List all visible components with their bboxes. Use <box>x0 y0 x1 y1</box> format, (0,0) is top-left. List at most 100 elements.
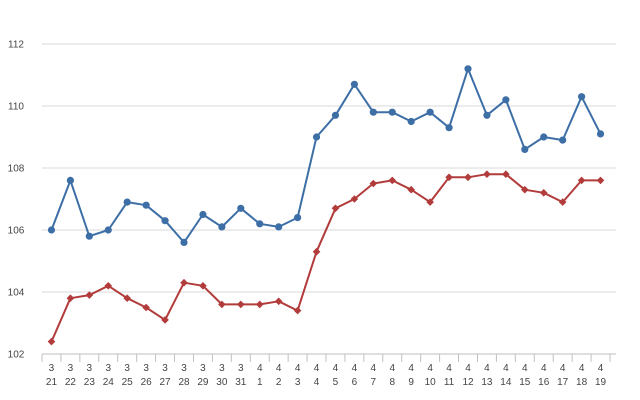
x-tick-label-day: 11 <box>444 377 455 388</box>
series-2-point <box>502 170 510 178</box>
series-2-point <box>464 173 472 182</box>
x-tick-label-day: 8 <box>389 377 395 388</box>
series-1-point <box>464 65 472 73</box>
series-1-point <box>294 214 302 222</box>
series-2-point <box>521 185 529 194</box>
series-1-point <box>180 238 188 246</box>
x-tick-label-day: 21 <box>46 377 58 388</box>
x-tick-label-month: 4 <box>352 363 358 374</box>
x-tick-label-month: 4 <box>522 363 528 374</box>
series-2-point <box>161 316 169 324</box>
series-2-point <box>312 247 321 256</box>
series-1-point <box>426 108 434 116</box>
series-1-point <box>237 204 245 212</box>
series-1-point <box>578 93 586 101</box>
x-tick-label-day: 24 <box>103 377 115 388</box>
x-tick-label-month: 4 <box>484 363 490 374</box>
series-1-point <box>256 220 264 228</box>
x-tick-label-day: 4 <box>314 377 320 388</box>
y-tick-label-102: 102 <box>8 350 25 361</box>
x-tick-label-month: 3 <box>238 363 244 374</box>
x-tick-label-month: 3 <box>68 363 74 374</box>
y-tick-label-104: 104 <box>8 288 25 299</box>
x-tick-label-month: 4 <box>276 363 282 374</box>
series-2-point <box>331 204 340 213</box>
series-1-point <box>388 108 396 116</box>
x-tick-label-day: 12 <box>462 377 474 388</box>
series-2-point <box>142 303 150 312</box>
x-tick-label-day: 17 <box>557 377 569 388</box>
series-1-point <box>142 201 150 209</box>
series-1-line <box>50 67 602 244</box>
y-tick-label-110: 110 <box>8 102 24 113</box>
x-tick-label-month: 3 <box>124 363 130 374</box>
series-2-point <box>180 278 188 287</box>
x-tick-label-day: 9 <box>408 377 414 388</box>
x-tick-label-day: 27 <box>160 377 172 388</box>
series-2-point <box>369 179 378 188</box>
series-1-point <box>521 145 529 153</box>
series-1-point <box>331 111 340 119</box>
x-tick-label-month: 4 <box>446 363 452 374</box>
x-tick-label-day: 31 <box>235 377 247 388</box>
series-1-point <box>47 226 56 234</box>
series-2-point <box>539 189 548 197</box>
series-1-point <box>350 80 358 88</box>
series-2-line <box>50 173 601 342</box>
series-1-point <box>445 124 453 132</box>
x-tick-label-day: 22 <box>65 377 77 388</box>
x-tick-label-month: 4 <box>333 363 339 374</box>
series-2-point <box>483 170 491 178</box>
gridlines <box>42 43 616 293</box>
x-tick-label-day: 10 <box>425 377 437 388</box>
series-1-point <box>596 130 605 138</box>
x-tick-label-day: 23 <box>84 377 96 388</box>
x-tick-label-day: 29 <box>197 377 209 388</box>
series-2-point <box>388 176 397 185</box>
x-tick-label-day: 19 <box>595 377 607 388</box>
series-2-point <box>47 337 56 346</box>
x-tick-label-month: 3 <box>200 363 206 374</box>
x-tick-label-month: 4 <box>427 363 433 374</box>
series-1-point <box>199 210 207 219</box>
series-2-point <box>66 294 75 302</box>
series-2-point <box>218 300 226 309</box>
series-1-point <box>218 223 226 231</box>
x-tick-label-day: 18 <box>576 377 588 388</box>
series-1-point <box>483 111 491 119</box>
x-tick-label-month: 3 <box>87 363 93 374</box>
x-tick-label-month: 3 <box>105 363 111 374</box>
x-tick-label-month: 4 <box>598 363 604 374</box>
x-tick-label-day: 1 <box>257 377 263 388</box>
x-tick-label-day: 26 <box>141 377 153 388</box>
series-1-point <box>161 217 169 225</box>
series-2-point <box>293 306 302 315</box>
series-1-point <box>275 223 283 231</box>
series-1-point <box>502 96 510 104</box>
series-2-point <box>104 282 113 290</box>
series-1-point <box>369 108 377 116</box>
x-tick-label-month: 4 <box>314 363 320 374</box>
x-tick-label-day: 28 <box>178 377 190 388</box>
x-tick-label-day: 13 <box>481 377 493 388</box>
series-2-point <box>426 198 434 206</box>
y-tick-label-112: 112 <box>8 40 24 51</box>
series-1-point <box>312 133 321 141</box>
y-tick-label-106: 106 <box>8 226 25 237</box>
series-2-point <box>596 176 605 185</box>
y-axis: 102 104 106 108 110 112 <box>8 40 25 361</box>
x-tick-label-month: 4 <box>389 363 395 374</box>
x-tick-label-day: 6 <box>352 377 358 388</box>
x-tick-label-day: 5 <box>333 377 339 388</box>
x-tick-label-month: 4 <box>257 363 263 374</box>
x-tick-label-day: 14 <box>500 377 512 388</box>
series-1-point <box>407 117 415 126</box>
series-1-point <box>123 198 131 206</box>
series-2-point <box>199 282 207 290</box>
x-tick-label-month: 4 <box>371 363 377 374</box>
x-tick-label-month: 4 <box>541 363 547 374</box>
x-tick-label-month: 3 <box>181 363 187 374</box>
y-tick-label-108: 108 <box>8 164 25 175</box>
series-1-point <box>104 226 112 234</box>
